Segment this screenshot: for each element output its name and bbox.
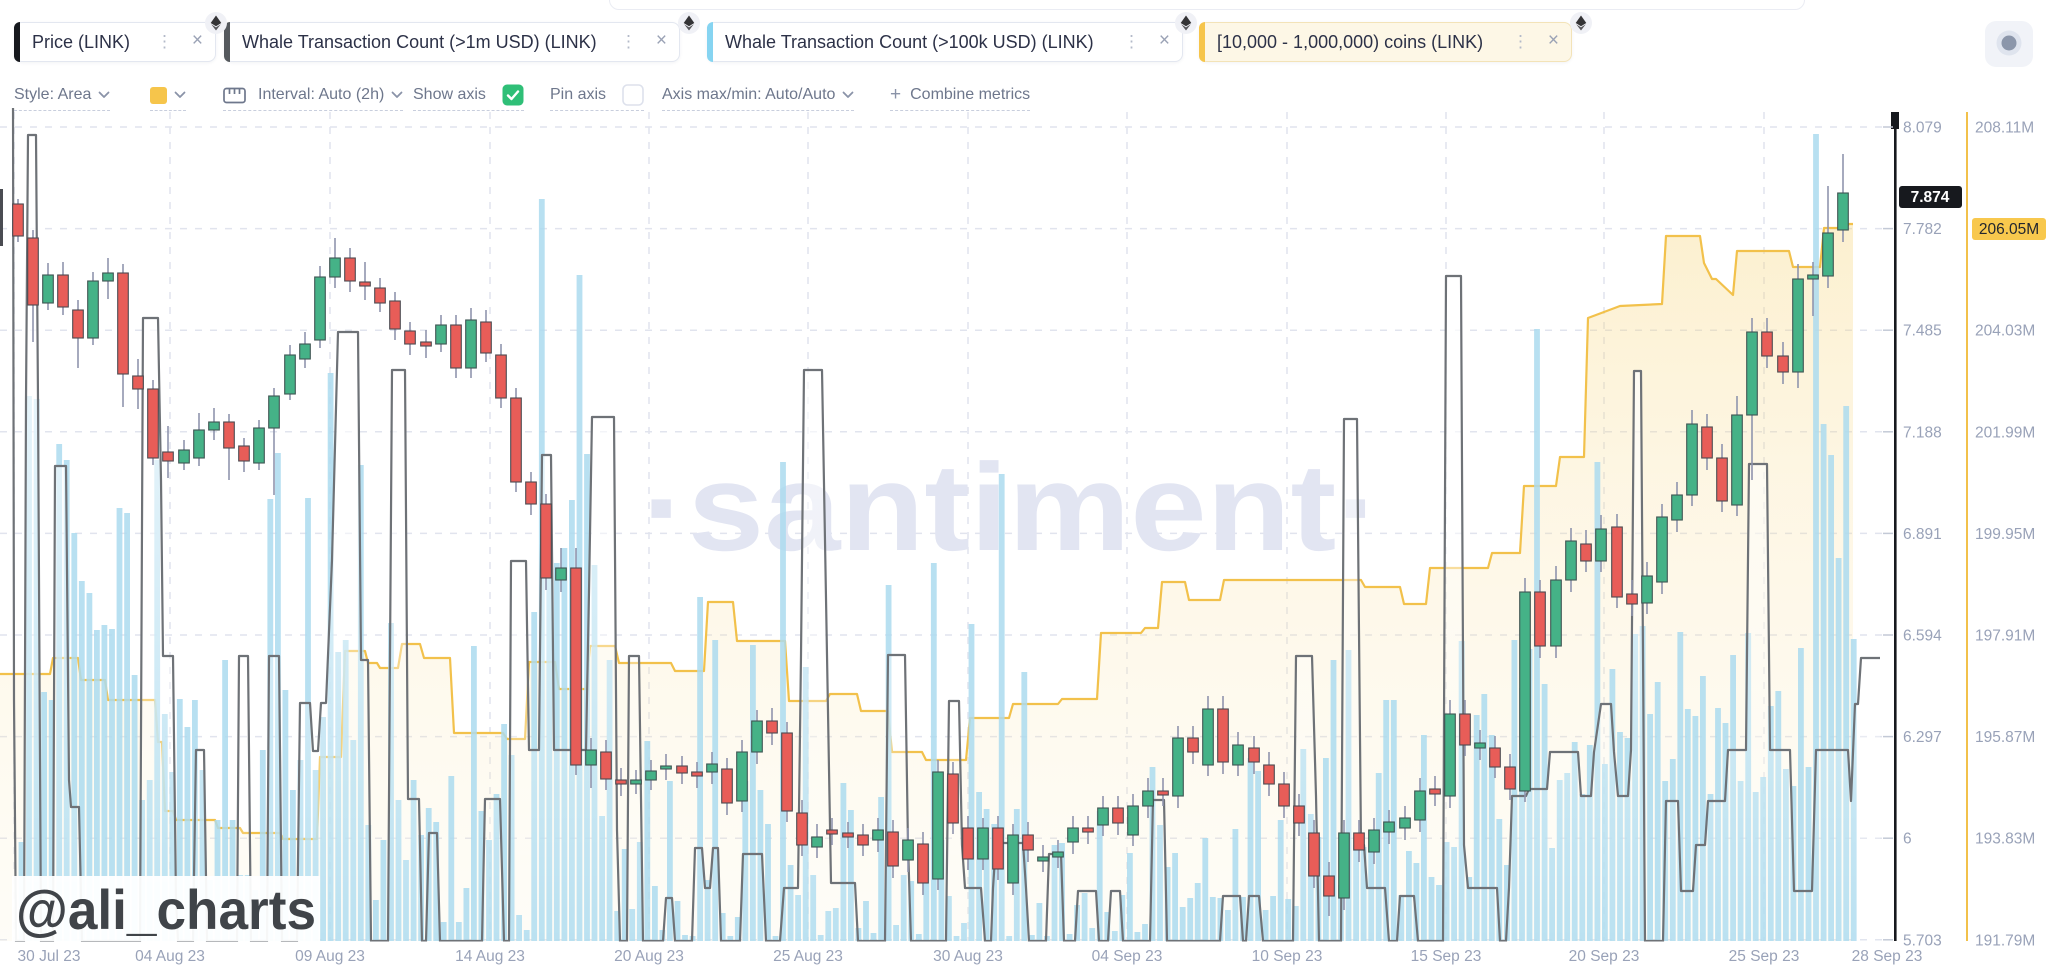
svg-text:15 Sep 23: 15 Sep 23 [1411,948,1482,965]
svg-text:04 Aug 23: 04 Aug 23 [135,948,205,965]
svg-text:204.03M: 204.03M [1975,323,2035,340]
svg-text:25 Aug 23: 25 Aug 23 [773,948,843,965]
svg-text:5.703: 5.703 [1903,932,1942,949]
svg-text:7.782: 7.782 [1903,221,1942,238]
svg-text:7.485: 7.485 [1903,323,1942,340]
svg-text:20 Aug 23: 20 Aug 23 [614,948,684,965]
svg-text:201.99M: 201.99M [1975,424,2035,441]
svg-text:04 Sep 23: 04 Sep 23 [1092,948,1163,965]
svg-text:30 Aug 23: 30 Aug 23 [933,948,1003,965]
svg-text:6: 6 [1903,831,1912,848]
svg-text:8.079: 8.079 [1903,120,1942,137]
svg-text:191.79M: 191.79M [1975,932,2035,949]
svg-text:208.11M: 208.11M [1975,120,2034,137]
svg-text:14 Aug 23: 14 Aug 23 [455,948,525,965]
svg-text:6.891: 6.891 [1903,526,1942,543]
svg-text:197.91M: 197.91M [1975,628,2035,645]
svg-text:25 Sep 23: 25 Sep 23 [1729,948,1800,965]
svg-text:193.83M: 193.83M [1975,831,2035,848]
svg-text:30 Jul 23: 30 Jul 23 [18,948,81,965]
svg-text:6.594: 6.594 [1903,628,1942,645]
svg-text:28 Sep 23: 28 Sep 23 [1852,948,1923,965]
svg-text:199.95M: 199.95M [1975,526,2035,543]
svg-text:20 Sep 23: 20 Sep 23 [1569,948,1640,965]
svg-text:206.05M: 206.05M [1979,221,2039,238]
svg-text:195.87M: 195.87M [1975,729,2035,746]
svg-text:·santiment·: ·santiment· [642,439,1382,577]
svg-text:7.188: 7.188 [1903,424,1942,441]
svg-text:7.874: 7.874 [1911,189,1950,206]
svg-text:6.297: 6.297 [1903,729,1942,746]
svg-text:10 Sep 23: 10 Sep 23 [1252,948,1323,965]
svg-text:09 Aug 23: 09 Aug 23 [295,948,365,965]
svg-text:@ali_charts: @ali_charts [16,878,316,941]
